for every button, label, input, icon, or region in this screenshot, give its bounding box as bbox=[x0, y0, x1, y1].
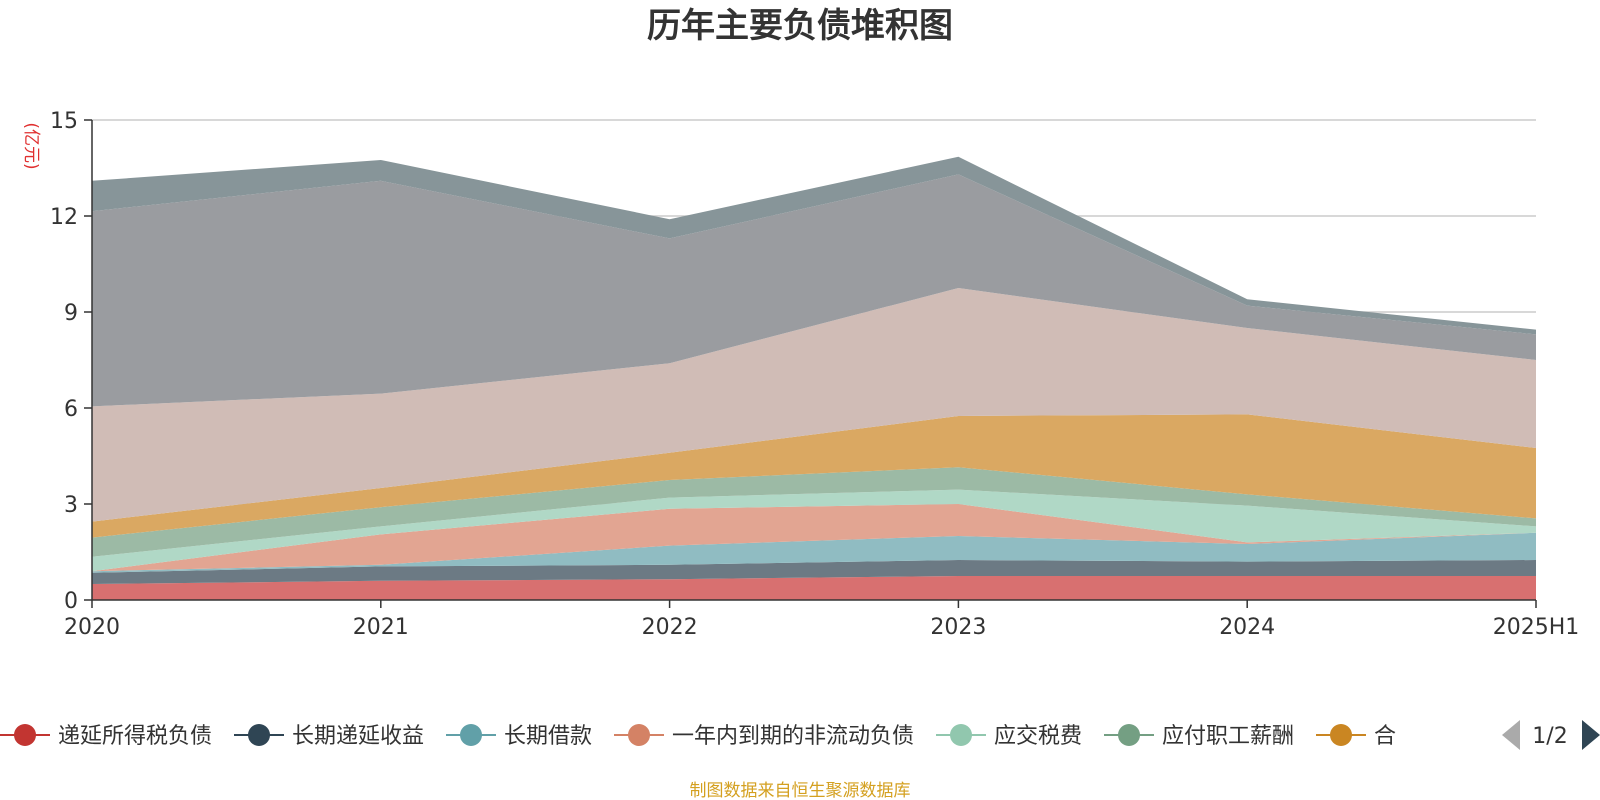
x-tick-labels: 2020 2021 2022 2023 2024 2025H1 bbox=[64, 615, 1579, 640]
y-tick-label: 6 bbox=[64, 397, 78, 422]
area-应交税费 bbox=[92, 489, 1536, 572]
legend-circle-icon bbox=[1330, 724, 1352, 746]
legend-label: 应付职工薪酬 bbox=[1162, 724, 1294, 749]
y-axis-label: (亿元) bbox=[21, 122, 41, 169]
chart-title: 历年主要负债堆积图 bbox=[647, 6, 953, 46]
legend-item[interactable]: 应付职工薪酬 bbox=[1104, 724, 1294, 749]
legend-label: 合 bbox=[1374, 724, 1396, 749]
triangle-right-icon[interactable] bbox=[1582, 720, 1600, 750]
x-tick-label: 2022 bbox=[642, 615, 698, 640]
legend-pager: 1/2 bbox=[1502, 720, 1600, 750]
area-应付票据 bbox=[92, 156, 1536, 335]
area-一年内到期的非流动负债 bbox=[92, 504, 1536, 572]
x-tick-label: 2021 bbox=[353, 615, 409, 640]
y-tick-label: 12 bbox=[50, 205, 78, 230]
legend-item[interactable]: 应交税费 bbox=[936, 724, 1082, 749]
area-递延所得税负债 bbox=[92, 576, 1536, 600]
source-note: 制图数据来自恒生聚源数据库 bbox=[690, 781, 911, 800]
legend-label: 一年内到期的非流动负债 bbox=[672, 724, 914, 749]
axes bbox=[84, 119, 1537, 608]
legend-label: 递延所得税负债 bbox=[58, 724, 212, 749]
area-合同负债 bbox=[92, 414, 1536, 538]
y-tick-label: 3 bbox=[64, 493, 78, 518]
legend-circle-icon bbox=[628, 724, 650, 746]
legend-item[interactable]: 递延所得税负债 bbox=[0, 724, 212, 749]
area-短期借款 bbox=[92, 174, 1536, 407]
legend-page-indicator: 1/2 bbox=[1532, 724, 1567, 749]
legend-circle-icon bbox=[248, 724, 270, 746]
area-长期递延收益 bbox=[92, 560, 1536, 584]
legend-item[interactable]: 长期递延收益 bbox=[234, 724, 424, 749]
area-series bbox=[92, 156, 1536, 600]
y-tick-label: 15 bbox=[50, 109, 78, 134]
y-tick-label: 9 bbox=[64, 301, 78, 326]
y-tick-labels: 0 3 6 9 12 15 bbox=[50, 109, 78, 614]
legend-circle-icon bbox=[950, 724, 972, 746]
legend-item[interactable]: 一年内到期的非流动负债 bbox=[614, 724, 914, 749]
x-tick-label: 2020 bbox=[64, 615, 120, 640]
x-tick-label: 2025H1 bbox=[1493, 615, 1580, 640]
area-长期借款 bbox=[92, 532, 1536, 573]
x-tick-label: 2023 bbox=[930, 615, 986, 640]
area-应付职工薪酬 bbox=[92, 467, 1536, 557]
legend-label: 应交税费 bbox=[994, 724, 1082, 749]
legend-circle-icon bbox=[1118, 724, 1140, 746]
legend-item[interactable]: 合 bbox=[1316, 724, 1396, 749]
legend-circle-icon bbox=[460, 724, 482, 746]
x-tick-label: 2024 bbox=[1219, 615, 1275, 640]
legend-circle-icon bbox=[14, 724, 36, 746]
y-tick-label: 0 bbox=[64, 589, 78, 614]
triangle-left-icon[interactable] bbox=[1502, 720, 1520, 750]
legend-label: 长期递延收益 bbox=[292, 724, 424, 749]
area-应付账款 bbox=[92, 288, 1536, 522]
legend-label: 长期借款 bbox=[504, 724, 592, 749]
legend-item[interactable]: 长期借款 bbox=[446, 724, 592, 749]
legend: 递延所得税负债 长期递延收益 长期借款 一年内到期的非流动负债 应交税费 应付职工薪酬 合 bbox=[0, 724, 1396, 749]
